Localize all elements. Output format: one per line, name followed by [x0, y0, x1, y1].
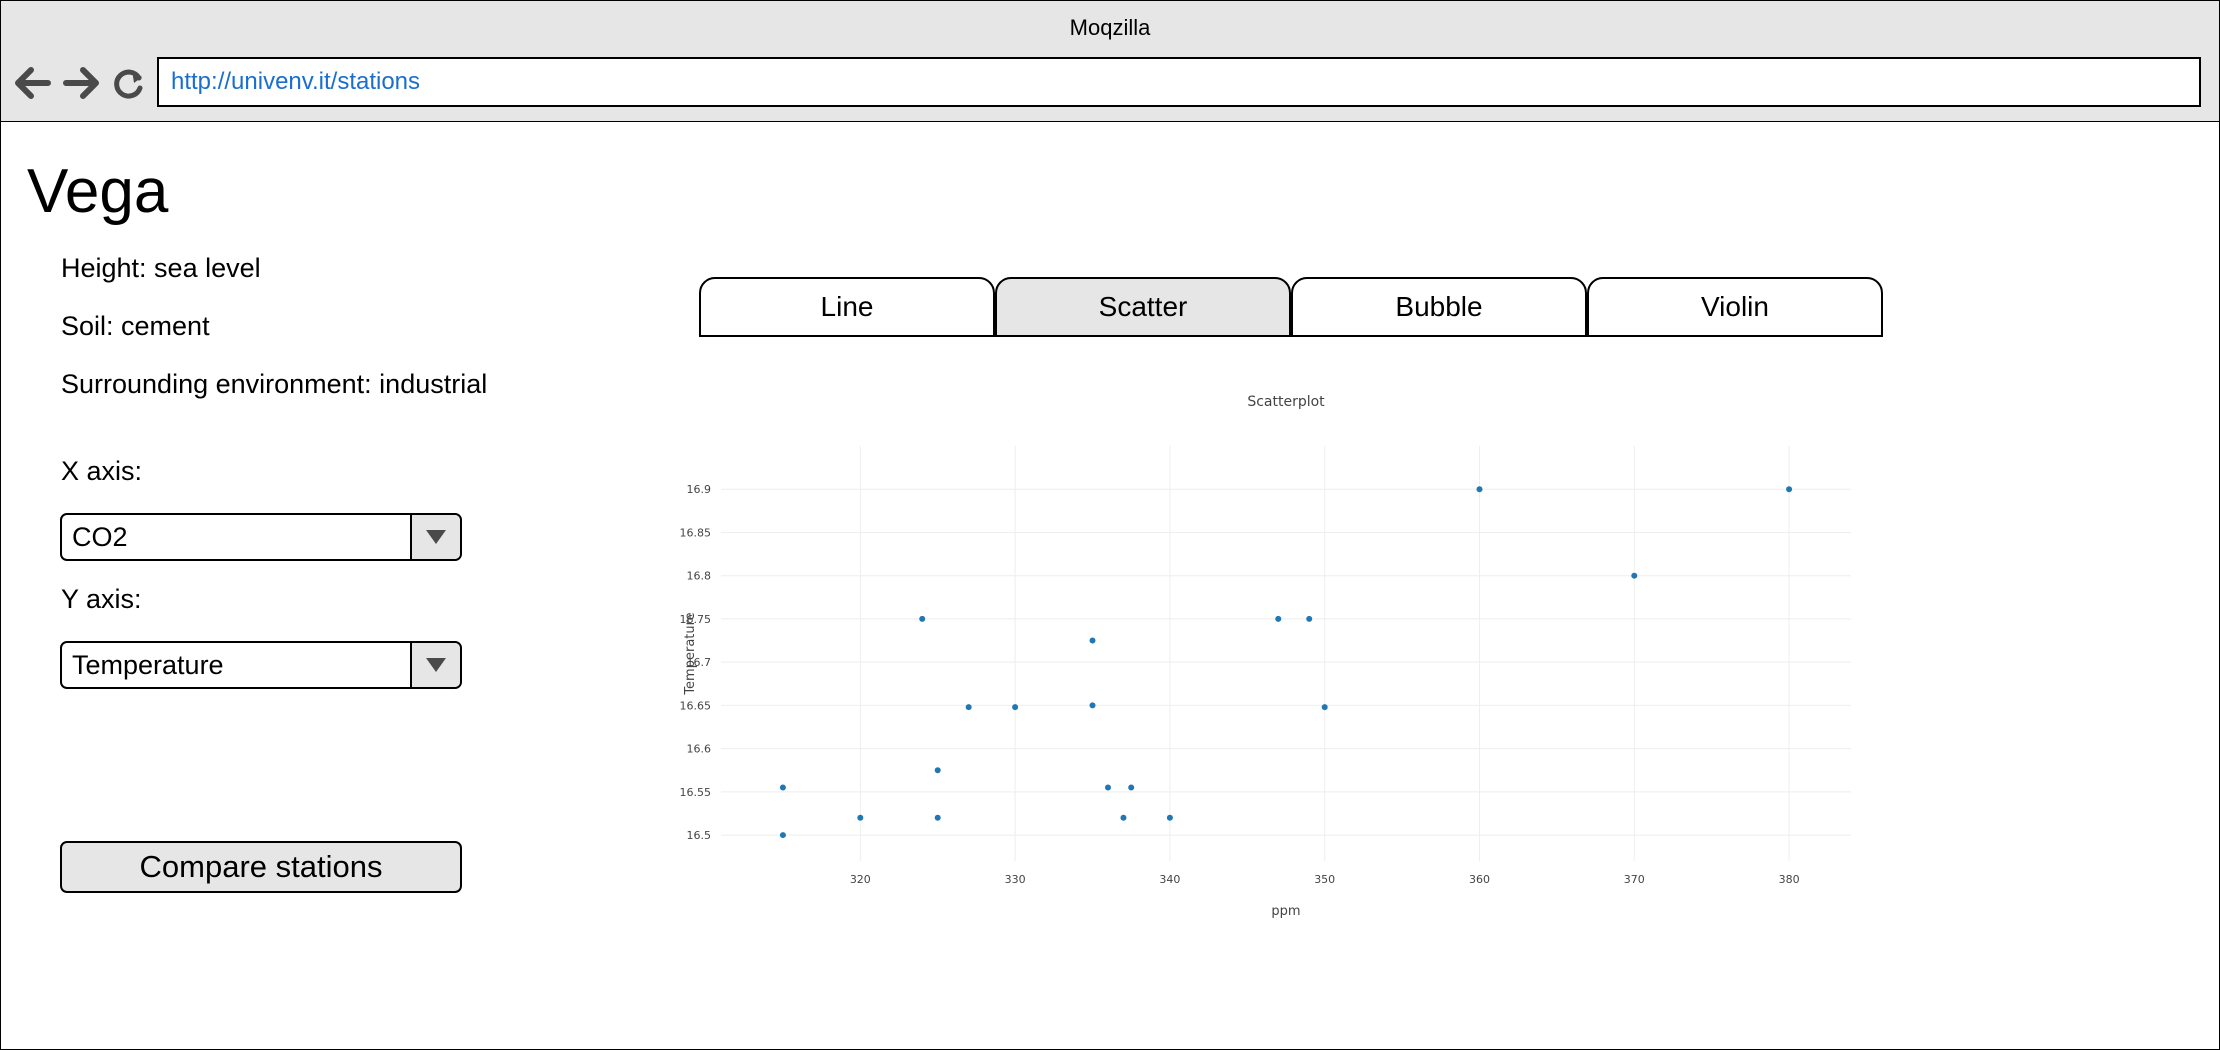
y-axis-value: Temperature: [72, 649, 224, 680]
data-point: [1012, 704, 1019, 711]
back-button[interactable]: [13, 63, 53, 103]
x-tick-label: 340: [1159, 873, 1180, 886]
y-tick-label: 16.8: [687, 570, 712, 583]
data-point: [934, 814, 941, 821]
data-point: [1275, 615, 1282, 622]
y-axis-title: Temperature: [683, 612, 698, 695]
data-point: [1128, 784, 1135, 791]
chart-type-tabs: Line Scatter Bubble Violin: [699, 277, 1883, 337]
x-axis-value: CO2: [72, 521, 128, 552]
station-name: Vega: [27, 157, 169, 226]
dropdown-button[interactable]: [410, 643, 460, 687]
tab-line[interactable]: Line: [699, 277, 995, 337]
x-tick-label: 360: [1469, 873, 1490, 886]
y-tick-label: 16.7: [687, 656, 712, 669]
forward-button[interactable]: [61, 63, 101, 103]
x-tick-label: 380: [1779, 873, 1800, 886]
tab-violin[interactable]: Violin: [1587, 277, 1883, 337]
y-tick-label: 16.9: [687, 483, 712, 496]
data-point: [934, 767, 941, 774]
data-point: [857, 814, 864, 821]
x-axis-label: X axis:: [61, 456, 143, 486]
tab-scatter[interactable]: Scatter: [995, 277, 1291, 337]
data-point: [1089, 702, 1096, 709]
y-tick-label: 16.85: [680, 526, 712, 539]
triangle-down-icon: [426, 658, 446, 672]
dropdown-button[interactable]: [410, 515, 460, 559]
x-tick-label: 330: [1005, 873, 1026, 886]
reload-icon: [114, 69, 143, 99]
data-point: [965, 704, 972, 711]
data-point: [779, 832, 786, 839]
station-environment: Surrounding environment: industrial: [61, 369, 488, 399]
x-tick-label: 370: [1624, 873, 1645, 886]
browser-toolbar: Moqzilla http://univenv.it/stations: [1, 1, 2219, 122]
y-axis-label: Y axis:: [61, 584, 142, 614]
reload-button[interactable]: [109, 63, 149, 103]
x-axis-select[interactable]: CO2: [60, 513, 462, 561]
y-tick-label: 16.5: [687, 829, 712, 842]
address-bar[interactable]: http://univenv.it/stations: [157, 57, 2201, 107]
data-point: [1089, 637, 1096, 644]
station-soil: Soil: cement: [61, 311, 210, 341]
y-axis-select[interactable]: Temperature: [60, 641, 462, 689]
y-tick-label: 16.55: [680, 786, 712, 799]
y-tick-label: 16.75: [680, 613, 712, 626]
triangle-down-icon: [426, 530, 446, 544]
chart-title: Scatterplot: [1247, 394, 1325, 410]
y-tick-label: 16.6: [687, 743, 712, 756]
data-point: [1476, 486, 1483, 493]
station-height: Height: sea level: [61, 253, 261, 283]
data-point: [1631, 572, 1638, 579]
compare-stations-button[interactable]: Compare stations: [60, 841, 462, 893]
data-point: [779, 784, 786, 791]
arrow-right-icon: [63, 67, 99, 99]
url-text: http://univenv.it/stations: [171, 68, 421, 95]
data-point: [1166, 814, 1173, 821]
data-point: [1306, 615, 1313, 622]
y-tick-label: 16.65: [680, 699, 712, 712]
x-tick-label: 320: [850, 873, 871, 886]
tab-bubble[interactable]: Bubble: [1291, 277, 1587, 337]
data-point: [1321, 704, 1328, 711]
window-title: Moqzilla: [1069, 15, 1151, 40]
data-point: [1786, 486, 1793, 493]
data-point: [1104, 784, 1111, 791]
data-point: [1120, 814, 1127, 821]
x-tick-label: 350: [1314, 873, 1335, 886]
scatter-chart: Scatterplot 320 330 340 350 360 370 380 16.5 16.5…: [680, 394, 1851, 919]
x-axis-title: ppm: [1271, 904, 1300, 919]
arrow-left-icon: [15, 67, 51, 99]
data-point: [919, 615, 926, 622]
